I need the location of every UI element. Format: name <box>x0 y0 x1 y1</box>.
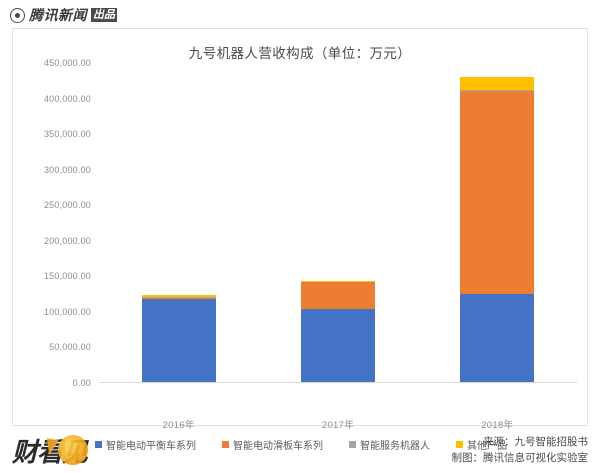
y-axis-tick: 150,000.00 <box>43 271 91 282</box>
legend-label: 智能电动滑板车系列 <box>233 441 323 452</box>
bar-segment[interactable] <box>141 294 216 298</box>
bar-stack[interactable] <box>141 294 216 382</box>
legend-label: 其他产品 <box>467 441 507 452</box>
bar-segment[interactable] <box>300 281 375 310</box>
legend-swatch-icon <box>349 441 356 448</box>
plot-area <box>99 63 577 383</box>
bar-segment[interactable] <box>300 280 375 282</box>
bar-segment[interactable] <box>460 76 535 91</box>
bar-group-2017年 <box>258 63 417 382</box>
y-axis: 0.00 50,000.00 100,000.00 150,000.00 200,000… <box>13 58 99 388</box>
x-axis: 2016年 2017年 2018年 <box>99 417 577 431</box>
footer-credits: 来源：九号智能招股书 制图：腾讯信息可视化实验室 <box>452 434 589 466</box>
bar-segment[interactable] <box>141 297 216 299</box>
y-axis-tick: 100,000.00 <box>43 306 91 317</box>
bar-segment[interactable] <box>460 293 535 382</box>
legend-item[interactable]: 智能电动平衡车系列 <box>95 437 196 452</box>
bar-segment[interactable] <box>460 91 535 294</box>
legend-swatch-icon <box>95 441 102 448</box>
bar-stack[interactable] <box>460 76 535 382</box>
legend-item[interactable]: 智能服务机器人 <box>349 437 430 452</box>
bar-segment[interactable] <box>460 90 535 92</box>
bar-segment[interactable] <box>300 309 375 382</box>
chart-title: 九号机器人营收构成（单位：万元） <box>188 46 412 61</box>
footer-credit: 制图：腾讯信息可视化实验室 <box>451 452 589 464</box>
tencent-news-circle-logo-icon <box>10 7 25 23</box>
y-axis-tick: 400,000.00 <box>43 93 91 104</box>
logo-circle-icon <box>58 435 88 465</box>
bar-segment[interactable] <box>141 298 216 299</box>
page-header: 腾讯新闻 出品 <box>0 0 600 26</box>
x-axis-tick: 2017年 <box>321 420 355 431</box>
y-axis-tick: 250,000.00 <box>43 200 91 211</box>
legend-label: 智能服务机器人 <box>360 441 430 452</box>
y-axis-tick: 350,000.00 <box>43 129 91 140</box>
chart-legend: 智能电动平衡车系列 智能电动滑板车系列 智能服务机器人 其他产品 <box>13 437 589 452</box>
x-axis-tick: 2018年 <box>481 420 514 431</box>
legend-swatch-icon <box>456 441 463 448</box>
legend-item[interactable]: 智能电动滑板车系列 <box>222 437 323 452</box>
legend-label: 智能电动平衡车系列 <box>106 441 196 452</box>
footer-source: 来源：九号智能招股书 <box>483 436 588 448</box>
y-axis-tick: 300,000.00 <box>43 164 91 175</box>
y-axis-tick: 450,000.00 <box>43 58 91 68</box>
y-axis-tick: 200,000.00 <box>43 235 91 246</box>
y-axis-tick: 0.00 <box>72 378 91 388</box>
legend-swatch-icon <box>222 441 229 448</box>
x-axis-tick: 2016年 <box>162 420 195 431</box>
legend-item[interactable]: 其他产品 <box>456 437 507 452</box>
y-axis-tick: 50,000.00 <box>49 342 91 353</box>
bars-row <box>99 63 577 382</box>
bar-stack[interactable] <box>300 280 375 382</box>
page-footer: 财看见 来源：九号智能招股书 制图：腾讯信息可视化实验室 <box>0 430 600 473</box>
caikanjian-logo: 财看见 <box>12 433 162 471</box>
chart-card: 九号机器人营收构成（单位：万元） 0.00 50,000.00 100,000.00… <box>12 28 589 452</box>
bar-group-2018年 <box>418 63 577 382</box>
plot-wrapper: 0.00 50,000.00 100,000.00 150,000.00 200,000… <box>13 58 589 452</box>
brand-badge: 出品 <box>91 7 117 23</box>
bar-group-2016年 <box>99 63 258 382</box>
bar-segment[interactable] <box>141 298 216 382</box>
brand-name: 腾讯新闻 <box>29 7 87 23</box>
